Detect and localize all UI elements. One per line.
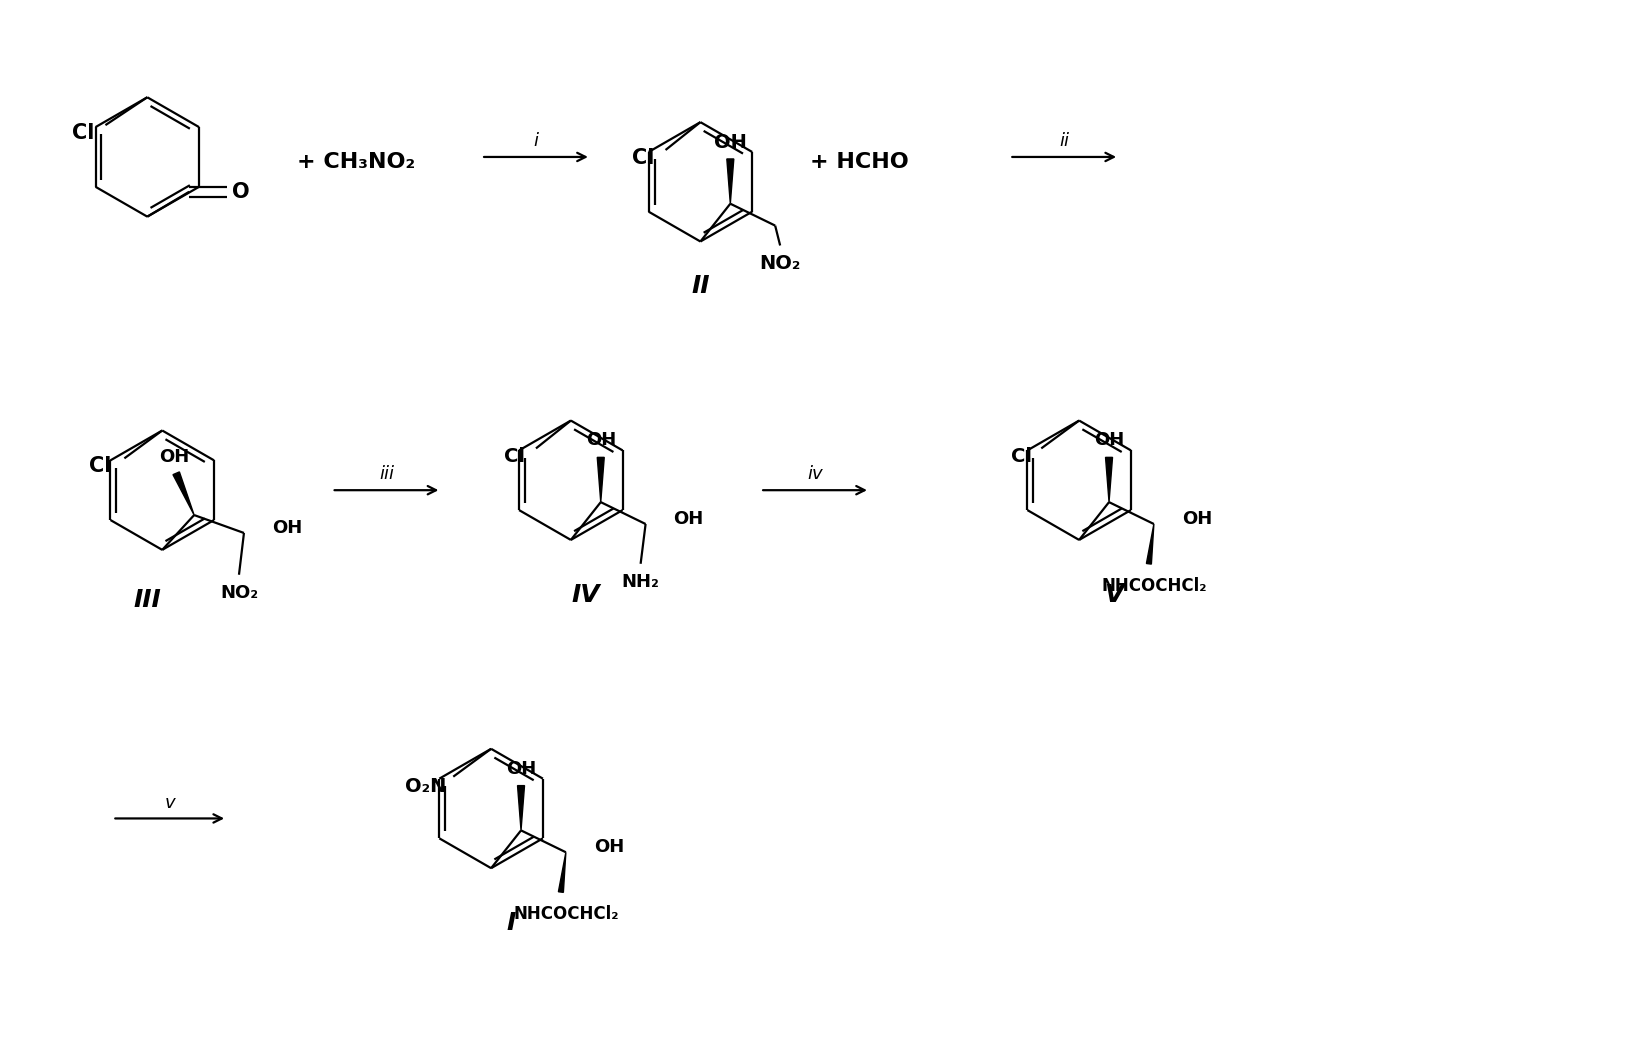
Text: v: v bbox=[165, 793, 174, 811]
Text: Cl: Cl bbox=[1011, 447, 1032, 466]
Text: OH: OH bbox=[586, 431, 616, 449]
Text: NO₂: NO₂ bbox=[759, 254, 802, 272]
Text: OH: OH bbox=[1095, 431, 1124, 449]
Polygon shape bbox=[1106, 458, 1113, 502]
Text: III: III bbox=[133, 588, 161, 611]
Text: OH: OH bbox=[160, 448, 189, 466]
Text: + HCHO: + HCHO bbox=[810, 151, 909, 171]
Text: OH: OH bbox=[714, 133, 747, 151]
Text: NHCOCHCl₂: NHCOCHCl₂ bbox=[514, 905, 619, 923]
Text: I: I bbox=[507, 911, 515, 935]
Text: Cl: Cl bbox=[632, 148, 655, 168]
Polygon shape bbox=[517, 786, 525, 830]
Text: NHCOCHCl₂: NHCOCHCl₂ bbox=[1101, 576, 1207, 594]
Text: iv: iv bbox=[807, 465, 823, 483]
Polygon shape bbox=[1146, 524, 1154, 564]
Text: OH: OH bbox=[1182, 510, 1211, 528]
Text: OH: OH bbox=[673, 510, 704, 528]
Text: i: i bbox=[533, 133, 538, 150]
Text: Cl: Cl bbox=[504, 447, 525, 466]
Polygon shape bbox=[558, 852, 566, 892]
Text: NO₂: NO₂ bbox=[221, 584, 258, 602]
Text: + CH₃NO₂: + CH₃NO₂ bbox=[296, 151, 415, 171]
Text: V: V bbox=[1104, 583, 1124, 607]
Text: iii: iii bbox=[379, 465, 393, 483]
Text: OH: OH bbox=[594, 838, 624, 856]
Text: IV: IV bbox=[571, 583, 601, 607]
Text: ii: ii bbox=[1058, 133, 1070, 150]
Text: O₂N: O₂N bbox=[405, 777, 446, 796]
Polygon shape bbox=[173, 472, 194, 515]
Text: Cl: Cl bbox=[89, 457, 112, 477]
Text: O: O bbox=[232, 182, 250, 202]
Text: OH: OH bbox=[272, 519, 303, 537]
Text: II: II bbox=[691, 275, 709, 299]
Text: Cl: Cl bbox=[72, 123, 95, 143]
Text: OH: OH bbox=[505, 760, 537, 777]
Polygon shape bbox=[597, 458, 604, 502]
Text: NH₂: NH₂ bbox=[622, 572, 660, 591]
Polygon shape bbox=[728, 159, 734, 204]
